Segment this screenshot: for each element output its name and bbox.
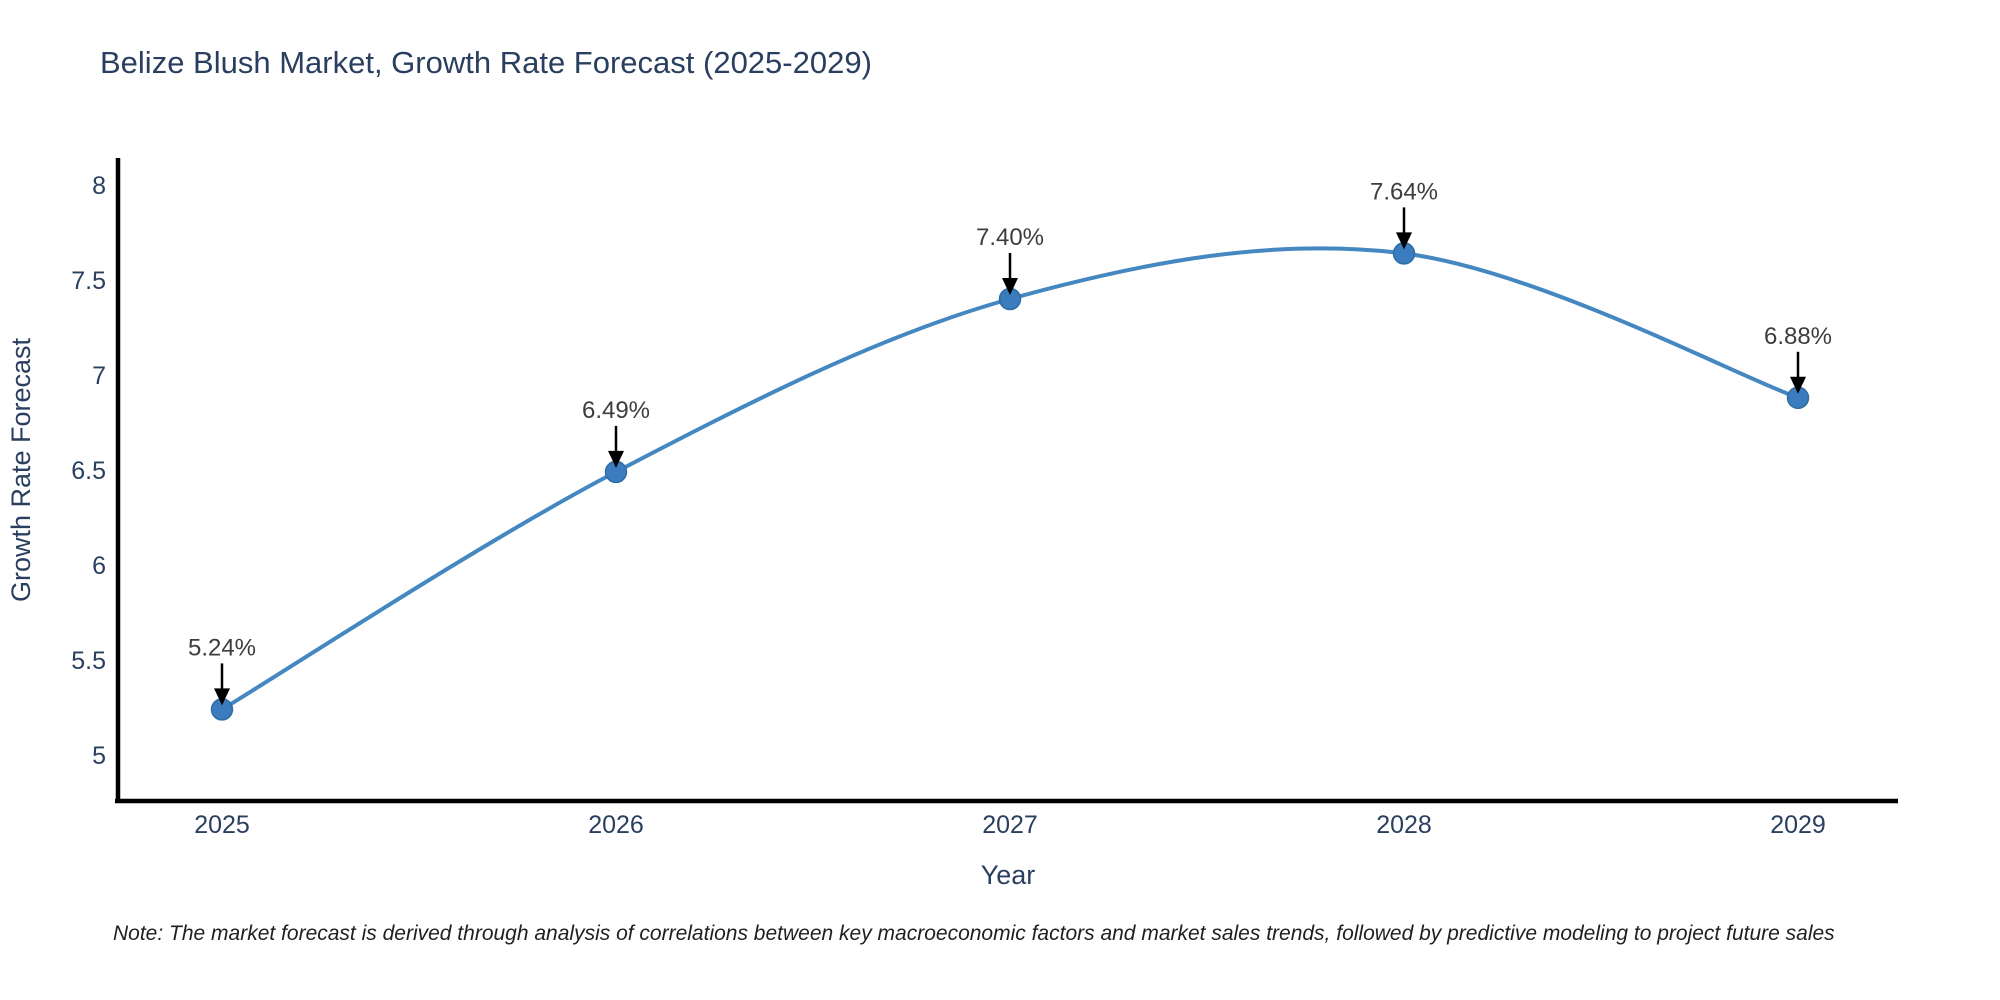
y-axis-tick-labels: 5 5.5 6 6.5 7 7.5 8 xyxy=(71,172,106,770)
y-axis-title: Growth Rate Forecast xyxy=(6,337,36,602)
point-value-label: 6.49% xyxy=(582,397,650,424)
series-line xyxy=(220,246,1800,712)
y-tick-label: 8 xyxy=(92,172,106,200)
y-tick-label: 5.5 xyxy=(71,647,106,675)
y-tick-label: 7 xyxy=(92,362,106,390)
point-value-label: 7.40% xyxy=(976,224,1044,251)
annotation-arrowhead-icon xyxy=(1790,376,1806,394)
annotation-arrowhead-icon xyxy=(1396,232,1412,250)
y-tick-label: 7.5 xyxy=(71,267,106,295)
point-value-label: 6.88% xyxy=(1764,323,1832,350)
annotation-arrowhead-icon xyxy=(1002,278,1018,295)
y-tick-label: 6.5 xyxy=(71,457,106,485)
chart-title: Belize Blush Market, Growth Rate Forecas… xyxy=(100,45,872,80)
x-axis-tick-labels: 2025 2026 2027 2028 2029 xyxy=(194,811,1826,839)
y-tick-label: 5 xyxy=(92,742,106,770)
x-tick-label: 2026 xyxy=(588,811,644,839)
footnote: Note: The market forecast is derived thr… xyxy=(113,922,1835,945)
point-annotations-layer: 5.24% 6.49% 7.40% 7.64% 6.88% xyxy=(188,178,1832,706)
point-value-label: 5.24% xyxy=(188,634,256,661)
data-series-layer xyxy=(210,242,1810,721)
annotation-arrowhead-icon xyxy=(608,450,624,468)
x-tick-label: 2027 xyxy=(982,811,1038,839)
annotation-arrowhead-icon xyxy=(214,688,230,706)
point-value-label: 7.64% xyxy=(1370,178,1438,205)
x-tick-label: 2029 xyxy=(1770,811,1826,839)
y-tick-label: 6 xyxy=(92,552,106,580)
x-tick-label: 2028 xyxy=(1376,811,1432,839)
x-axis-title: Year xyxy=(981,860,1036,890)
x-tick-label: 2025 xyxy=(194,811,250,839)
